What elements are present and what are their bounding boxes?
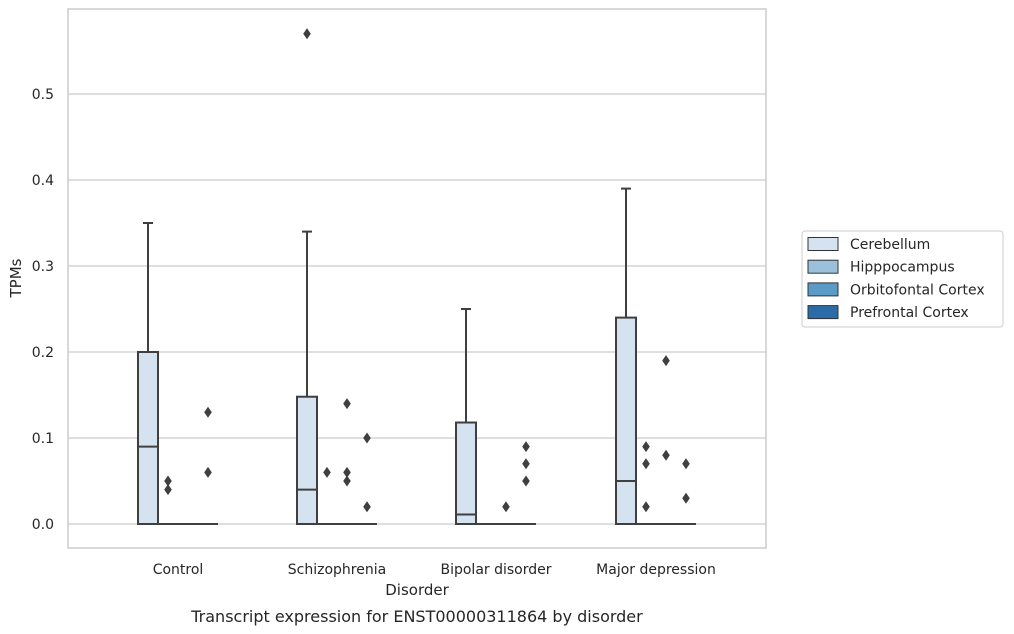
outlier-point (323, 466, 331, 478)
box-prefrontal-cortex (516, 441, 536, 525)
outlier-point (522, 441, 530, 453)
outlier-point (204, 406, 212, 418)
outlier-point (343, 398, 351, 410)
box-prefrontal-cortex (676, 458, 696, 525)
box-body (455, 421, 477, 525)
outlier-point (662, 355, 670, 367)
legend: Cerebellum Hipppocampus Orbitofontal Corte… (801, 230, 1004, 328)
x-tick-label: Schizophrenia (288, 562, 386, 578)
y-tick-label: 0.2 (32, 345, 54, 361)
box-cerebellum (455, 308, 477, 525)
outlier-point (343, 475, 351, 487)
outlier-point (164, 484, 172, 496)
legend-swatch (807, 305, 839, 320)
box-orbitofontal-cortex (337, 398, 357, 525)
legend-swatch (807, 237, 839, 251)
x-tick-labels: Control Schizophrenia Bipolar disorder Majo… (153, 562, 716, 578)
box-hipppocampus (317, 466, 337, 525)
outlier-point (682, 492, 690, 504)
outlier-point (164, 475, 172, 487)
legend-swatch (807, 259, 839, 274)
y-axis-label: TPMs (7, 258, 25, 298)
y-tick-label: 0.0 (32, 517, 54, 533)
legend-label: Hipppocampus (850, 260, 955, 276)
y-tick-labels: 0.0 0.1 0.2 0.3 0.4 0.5 (32, 87, 54, 533)
box-prefrontal-cortex (198, 406, 218, 525)
outlier-point (363, 501, 371, 513)
outlier-point (204, 466, 212, 478)
x-tick-label: Major depression (596, 562, 716, 578)
x-axis-label: Disorder (385, 581, 449, 599)
outlier-point (662, 449, 670, 461)
chart-caption: Transcript expression for ENST0000031186… (190, 607, 643, 626)
legend-label: Orbitofontal Cortex (850, 282, 985, 298)
box-hipppocampus (636, 441, 656, 525)
box-orbitofontal-cortex (496, 501, 516, 525)
legend-frame (801, 230, 1004, 328)
grid-lines (68, 93, 766, 525)
y-tick-label: 0.1 (32, 431, 54, 447)
outlier-point (682, 458, 690, 470)
box-body (296, 395, 318, 525)
box-hipppocampus (158, 475, 178, 525)
box-cerebellum (615, 187, 637, 525)
box-orbitofontal-cortex (656, 355, 676, 525)
box-cerebellum (296, 28, 318, 525)
outlier-point (522, 475, 530, 487)
legend-swatch (807, 282, 839, 297)
outlier-point (303, 28, 311, 40)
y-tick-label: 0.5 (32, 87, 54, 103)
box-marks (137, 28, 696, 525)
legend-label: Cerebellum (850, 237, 930, 253)
legend-label: Prefrontal Cortex (850, 305, 969, 321)
outlier-point (522, 458, 530, 470)
box-prefrontal-cortex (357, 432, 377, 525)
box-body (137, 351, 159, 525)
outlier-point (343, 466, 351, 478)
plot-frame (67, 8, 767, 549)
y-tick-label: 0.3 (32, 259, 54, 275)
outlier-point (502, 501, 510, 513)
y-tick-label: 0.4 (32, 173, 54, 189)
outlier-point (642, 501, 650, 513)
outlier-point (642, 441, 650, 453)
outlier-point (363, 432, 371, 444)
x-tick-label: Bipolar disorder (440, 562, 551, 578)
outlier-point (642, 458, 650, 470)
box-body (615, 316, 637, 525)
x-tick-label: Control (153, 562, 204, 578)
box-cerebellum (137, 222, 159, 525)
